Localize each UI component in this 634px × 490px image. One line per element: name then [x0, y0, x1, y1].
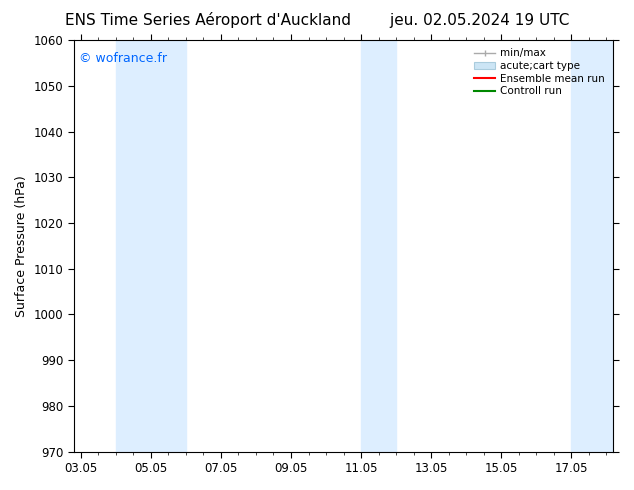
Bar — [361, 40, 396, 452]
Bar — [571, 40, 614, 452]
Text: ENS Time Series Aéroport d'Auckland        jeu. 02.05.2024 19 UTC: ENS Time Series Aéroport d'Auckland jeu.… — [65, 12, 569, 28]
Bar — [116, 40, 186, 452]
Legend: min/max, acute;cart type, Ensemble mean run, Controll run: min/max, acute;cart type, Ensemble mean … — [471, 46, 608, 99]
Text: © wofrance.fr: © wofrance.fr — [79, 52, 167, 66]
Y-axis label: Surface Pressure (hPa): Surface Pressure (hPa) — [15, 175, 28, 317]
